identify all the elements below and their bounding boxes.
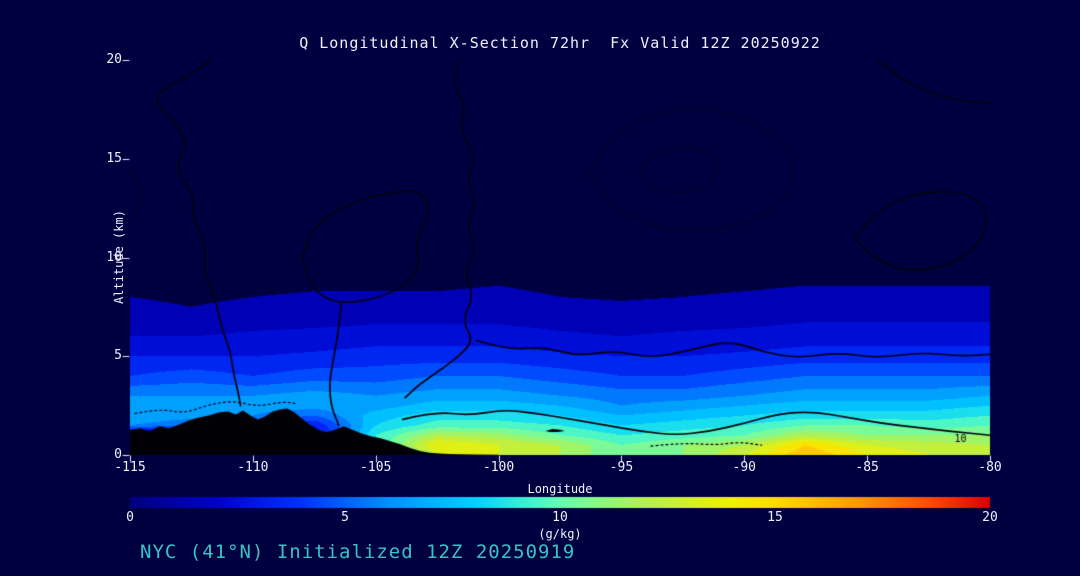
y-axis-tick-label: 0 (114, 447, 122, 462)
x-axis-tick-label: -80 (978, 460, 1002, 475)
x-axis-tick-label: -90 (732, 460, 757, 475)
y-axis-tick-label: 15 (106, 150, 122, 166)
y-axis-tick-label: 10 (106, 249, 122, 265)
x-axis-tick-label: -105 (360, 460, 392, 475)
colorbar-tick-label: 10 (552, 510, 568, 525)
colorbar-tick-label: 15 (767, 510, 783, 525)
colorbar-tick-label: 5 (341, 510, 349, 525)
y-axis-tick-label: 20 (106, 52, 122, 67)
colorbar-units-label: (g/kg) (538, 527, 582, 541)
init-annotation: NYC (41°N) Initialized 12Z 20250919 (140, 541, 576, 563)
chart-title: Q Longitudinal X-Section 72hr Fx Valid 1… (299, 34, 821, 52)
y-axis-tick-label: 5 (114, 348, 122, 364)
colorbar-tick-label: 0 (126, 510, 134, 525)
colorbar-tick-label: 20 (982, 510, 998, 525)
x-axis-tick-label: -115 (114, 460, 146, 475)
x-axis-label: Longitude (527, 482, 593, 496)
x-axis-tick-label: -85 (855, 460, 879, 475)
x-axis-tick-label: -100 (482, 460, 515, 475)
x-axis-tick-label: -110 (237, 460, 269, 475)
x-axis-tick-label: -95 (609, 460, 634, 475)
